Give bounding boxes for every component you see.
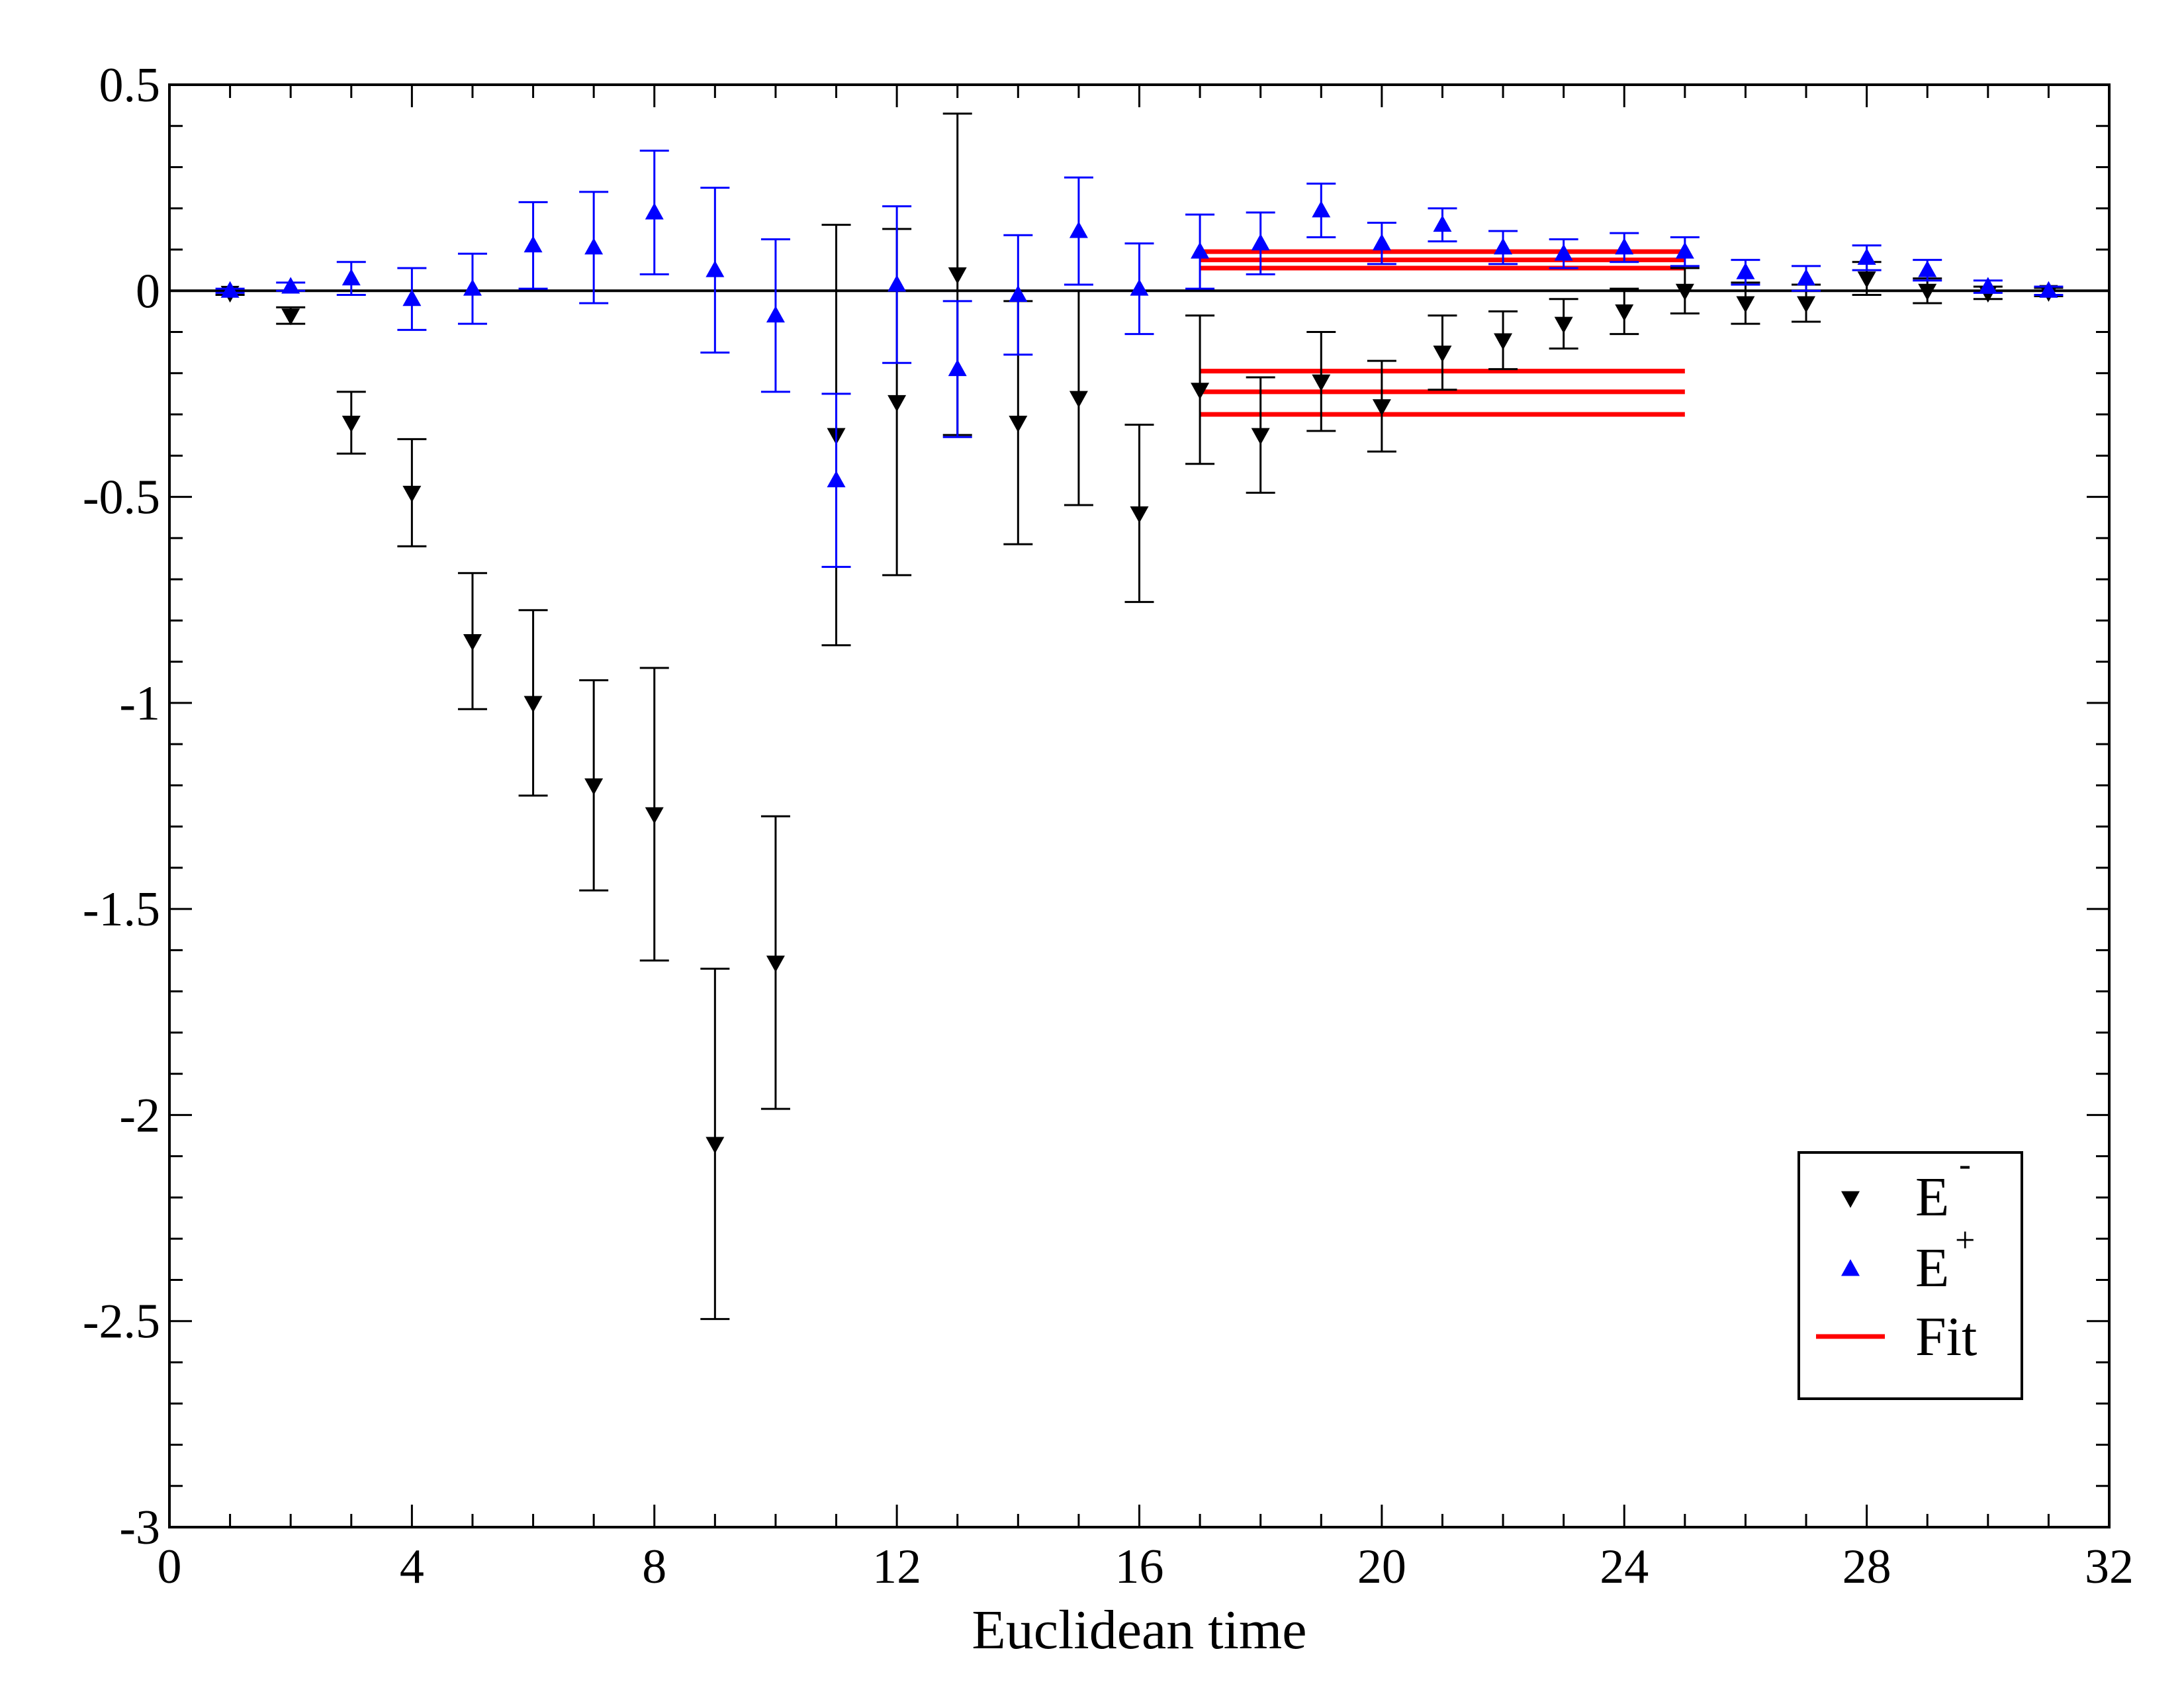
point-e-minus	[1675, 283, 1694, 301]
point-e-minus	[584, 778, 604, 796]
legend: E - E + Fit	[1797, 1144, 2023, 1400]
point-e-minus	[1191, 383, 1210, 400]
point-e-plus	[827, 470, 846, 488]
y-tick-label: -2.5	[83, 1295, 160, 1349]
point-e-minus	[281, 308, 300, 326]
point-e-plus	[1857, 248, 1876, 265]
point-e-plus	[1069, 221, 1088, 238]
y-tick-label: -1.5	[83, 882, 160, 937]
point-e-plus	[1554, 244, 1573, 261]
point-e-plus	[1797, 268, 1816, 286]
point-e-plus	[1494, 238, 1513, 255]
point-e-minus	[1554, 316, 1573, 334]
point-e-plus	[281, 277, 300, 294]
point-e-minus	[1494, 333, 1513, 350]
point-e-minus	[1372, 399, 1391, 416]
point-e-minus	[1130, 506, 1149, 524]
point-e-minus	[1615, 304, 1634, 322]
point-e-plus	[645, 203, 664, 220]
x-tick-label: 4	[400, 1540, 424, 1594]
data-series	[215, 113, 2064, 1321]
x-axis-title: Euclidean time	[972, 1599, 1306, 1661]
point-e-minus	[1797, 296, 1816, 313]
point-e-plus	[1675, 242, 1694, 259]
point-e-plus	[1615, 238, 1634, 255]
y-tick-label: -3	[119, 1501, 160, 1555]
point-e-plus	[1372, 233, 1391, 251]
point-e-minus	[1312, 374, 1331, 391]
x-tick-label: 0	[158, 1540, 182, 1594]
legend-marker-e-plus	[1841, 1259, 1860, 1276]
y-tick-label: -2	[119, 1088, 160, 1143]
legend-marker-e-minus	[1841, 1191, 1860, 1208]
x-tick-label: 8	[642, 1540, 666, 1594]
legend-box	[1797, 1151, 2023, 1400]
point-e-plus	[1130, 279, 1149, 296]
x-tick-label: 32	[2085, 1540, 2134, 1594]
point-e-plus	[887, 275, 907, 292]
point-e-plus	[463, 279, 482, 296]
point-e-plus	[1978, 277, 1997, 294]
point-e-plus	[1918, 260, 1937, 277]
legend-label-e-minus: E	[1915, 1166, 1949, 1228]
series-e-plus	[215, 150, 2064, 568]
point-e-plus	[220, 281, 240, 298]
point-e-minus	[1251, 428, 1270, 445]
y-tick-label: 0.5	[99, 58, 161, 113]
legend-sup-e-plus: +	[1955, 1220, 1975, 1260]
y-tick-label: -0.5	[83, 471, 160, 525]
point-e-minus	[402, 485, 422, 503]
tick-labels: 0 4 8 12 16 20 24 28 32 0.5 0 -0.5 -1 -1.5 -2 -2.5 -3	[83, 58, 2134, 1594]
y-tick-label: 0	[136, 264, 160, 318]
point-e-plus	[1191, 242, 1210, 259]
point-e-plus	[2039, 281, 2058, 298]
y-tick-label: -1	[119, 677, 160, 731]
point-e-plus	[1433, 214, 1452, 232]
x-tick-label: 28	[1843, 1540, 1891, 1594]
point-e-minus	[1857, 271, 1876, 289]
point-e-minus	[948, 267, 967, 285]
point-e-minus	[887, 395, 907, 412]
plot-frame	[168, 83, 2111, 1528]
point-e-minus	[645, 807, 664, 824]
x-tick-label: 20	[1357, 1540, 1406, 1594]
point-e-minus	[1069, 391, 1088, 408]
point-e-minus	[341, 416, 361, 433]
x-tick-label: 24	[1600, 1540, 1649, 1594]
point-e-minus	[1918, 283, 1937, 301]
point-e-minus	[523, 696, 543, 713]
point-e-plus	[1251, 233, 1270, 251]
legend-sup-e-minus: -	[1959, 1144, 1971, 1184]
point-e-plus	[402, 289, 422, 306]
point-e-plus	[1312, 201, 1331, 218]
point-e-minus	[463, 633, 482, 651]
point-e-plus	[766, 305, 785, 323]
x-tick-label: 12	[872, 1540, 921, 1594]
point-e-plus	[705, 260, 725, 277]
point-e-plus	[1736, 262, 1755, 279]
point-e-plus	[948, 359, 967, 377]
point-e-plus	[1009, 285, 1028, 303]
point-e-plus	[584, 238, 604, 255]
legend-label-e-plus: E	[1915, 1237, 1949, 1299]
point-e-minus	[1433, 346, 1452, 363]
x-tick-label: 16	[1115, 1540, 1164, 1594]
point-e-plus	[523, 236, 543, 253]
point-e-plus	[341, 268, 361, 286]
point-e-minus	[1736, 296, 1755, 313]
point-e-minus	[705, 1137, 725, 1154]
point-e-minus	[1009, 416, 1028, 433]
legend-label-fit: Fit	[1915, 1306, 1977, 1368]
point-e-minus	[766, 955, 785, 972]
